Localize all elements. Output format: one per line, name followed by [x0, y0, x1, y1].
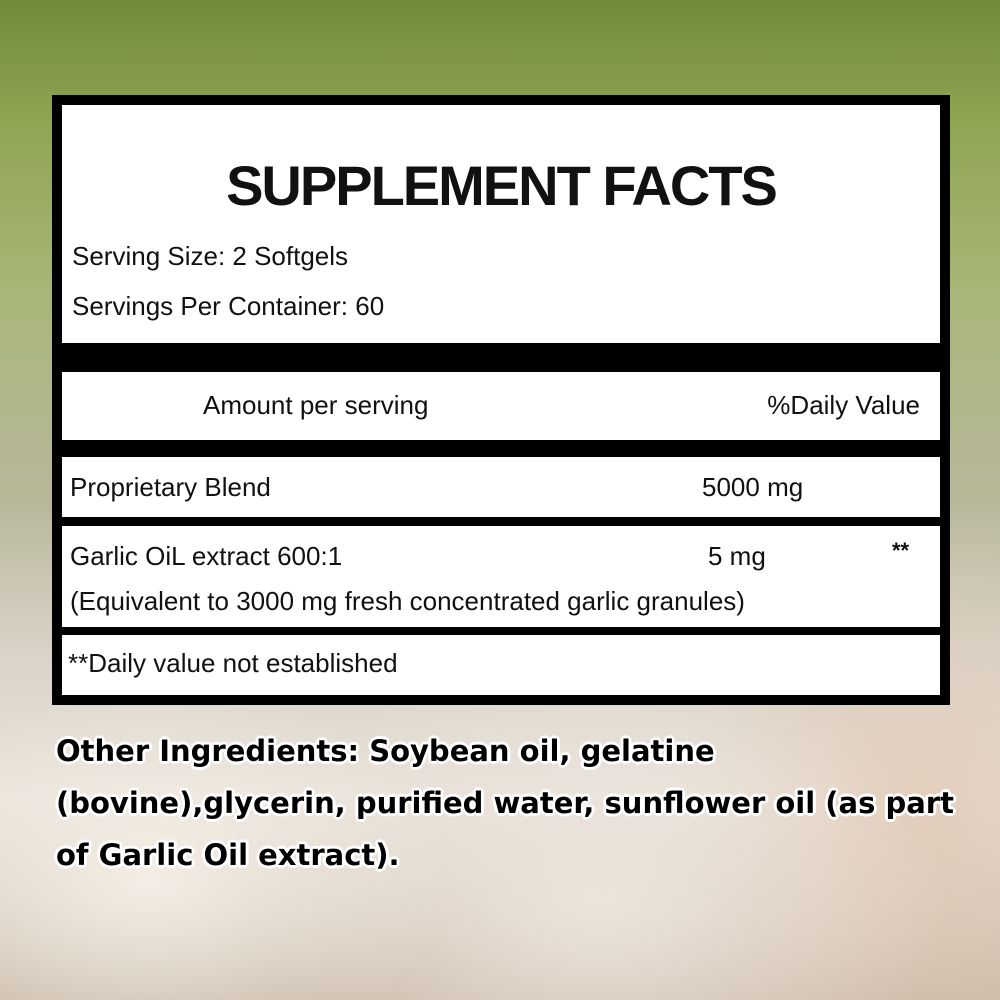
other-ingredients: Other Ingredients: Soybean oil, gelatine…: [56, 734, 954, 872]
ingredient-name: Proprietary Blend: [70, 472, 271, 502]
column-header-row: Amount per serving %Daily Value: [62, 372, 940, 440]
ingredient-note: (Equivalent to 3000 mg fresh concentrate…: [70, 586, 745, 616]
table-row: Garlic OiL extract 600:1 5 mg ** (Equiva…: [62, 526, 940, 627]
footnote: **Daily value not established: [68, 648, 398, 678]
ingredient-name: Garlic OiL extract 600:1: [70, 541, 343, 571]
ingredient-daily-value: **: [892, 538, 910, 563]
supplement-facts-panel: SUPPLEMENT FACTS Serving Size: 2 Softgel…: [52, 95, 950, 705]
servings-per-container: Servings Per Container: 60: [72, 291, 385, 321]
serving-size: Serving Size: 2 Softgels: [72, 241, 349, 271]
title-section: SUPPLEMENT FACTS Serving Size: 2 Softgel…: [62, 105, 940, 343]
amount-per-serving-header: Amount per serving: [203, 390, 429, 420]
ingredient-amount: 5000 mg: [702, 472, 804, 502]
table-row: Proprietary Blend 5000 mg: [62, 457, 940, 517]
daily-value-header: %Daily Value: [767, 390, 920, 420]
footnote-row: **Daily value not established: [62, 635, 940, 695]
panel-title: SUPPLEMENT FACTS: [226, 154, 778, 217]
ingredient-amount: 5 mg: [708, 541, 766, 571]
